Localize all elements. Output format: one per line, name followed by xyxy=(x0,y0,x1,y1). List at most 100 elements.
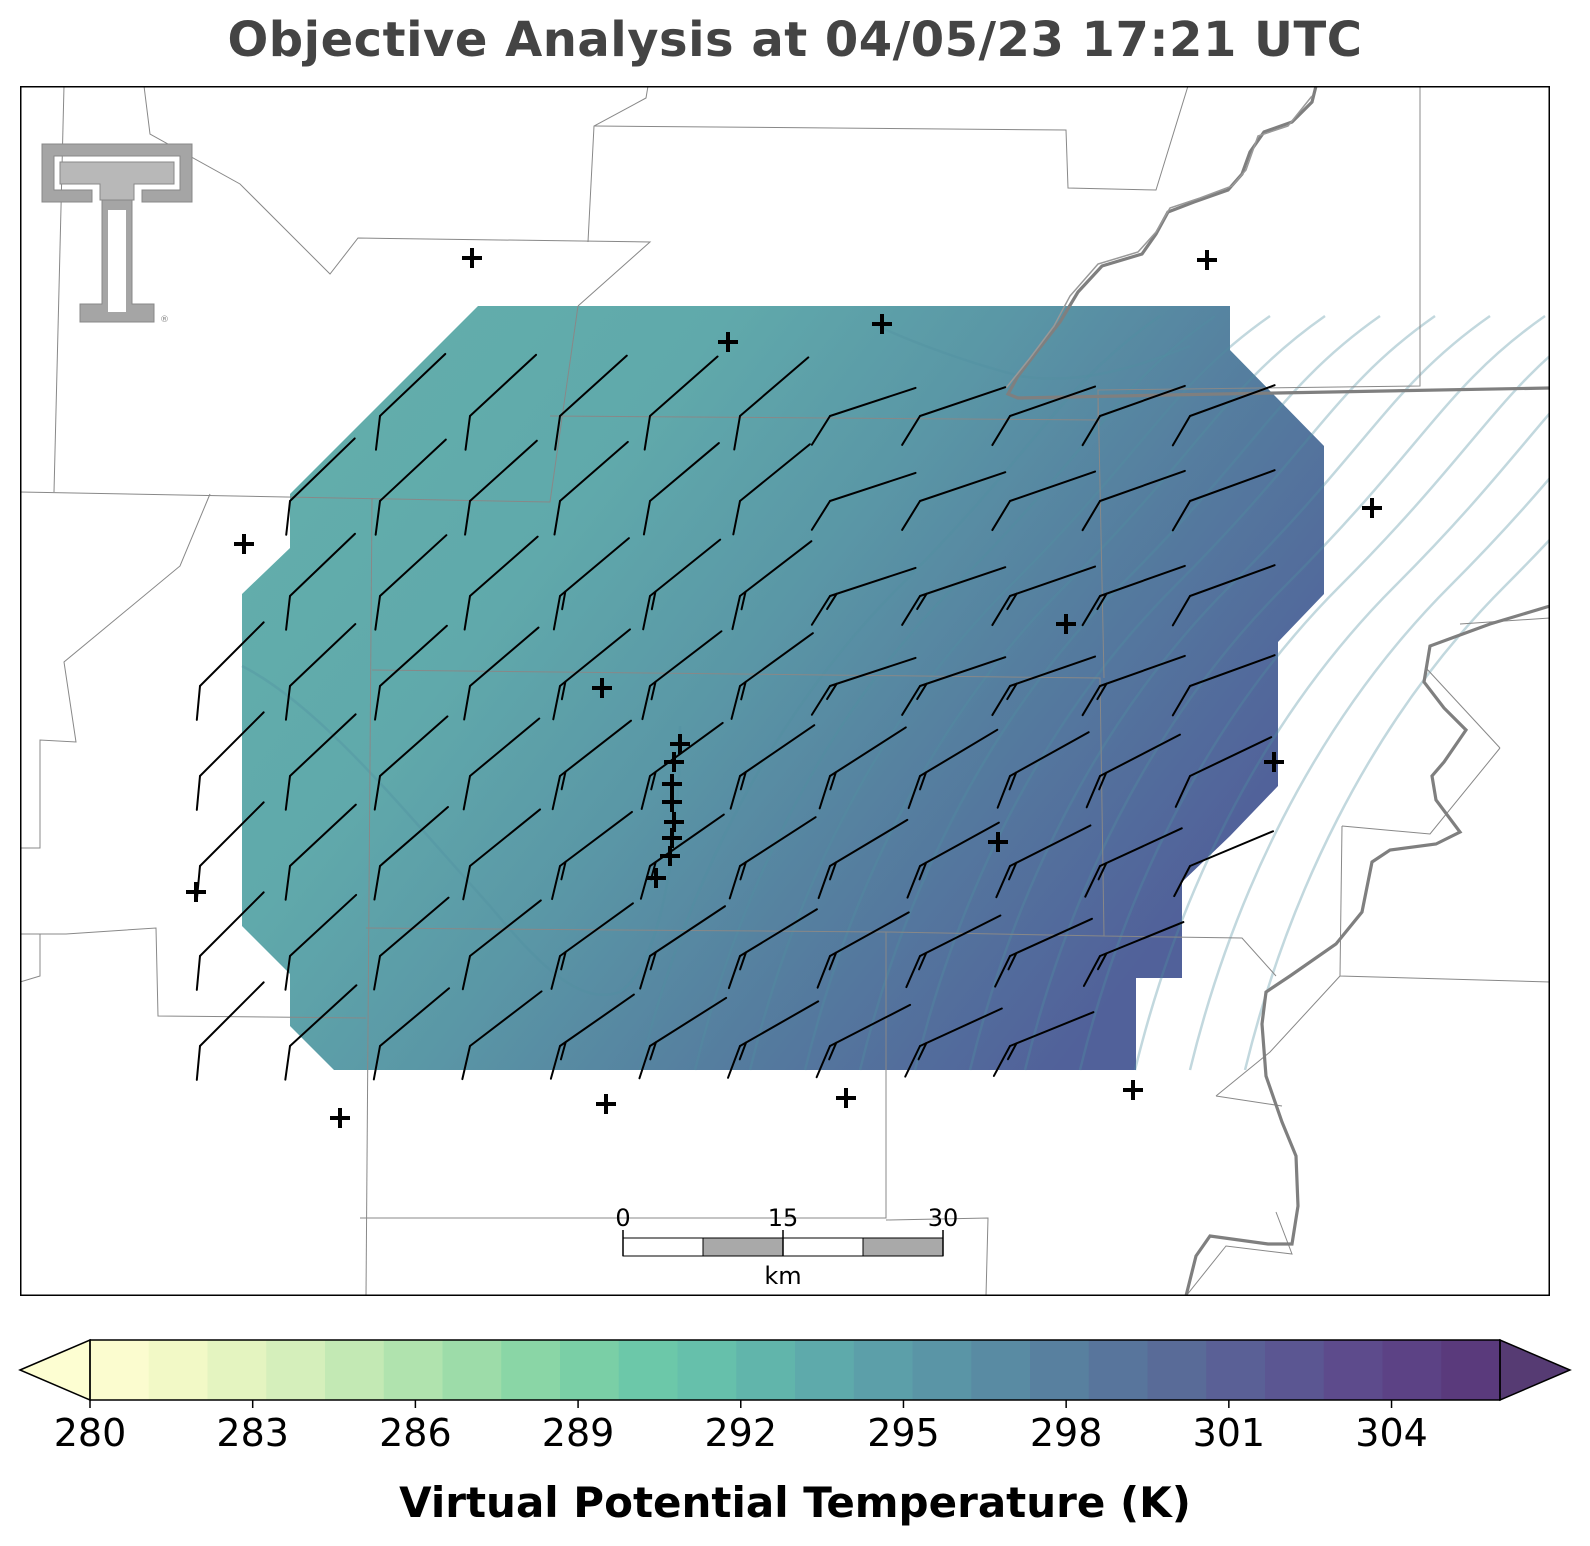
colorbar-cells xyxy=(90,1340,1501,1400)
scale-tick-0: 0 xyxy=(615,1204,630,1232)
wind-barb xyxy=(639,905,726,990)
station-marker xyxy=(234,534,254,554)
wind-barb xyxy=(1085,733,1181,809)
colorbar-tick-label: 280 xyxy=(54,1411,127,1455)
colorbar-cell xyxy=(853,1340,914,1400)
wind-barb xyxy=(818,726,907,810)
wind-barb xyxy=(374,534,448,631)
wind-barb xyxy=(638,996,728,1080)
isotherm-contour xyxy=(1243,537,1550,1071)
wind-barb xyxy=(374,624,448,721)
colorbar-cell xyxy=(148,1340,209,1400)
isotherm-contour xyxy=(877,324,1191,380)
wind-barb xyxy=(462,808,542,901)
wind-barb xyxy=(901,471,1007,531)
station-marker xyxy=(462,248,482,268)
colorbar-cell xyxy=(442,1340,502,1400)
wind-barb xyxy=(810,386,917,446)
wind-barb xyxy=(810,566,917,626)
wind-barb xyxy=(728,816,817,900)
colorbar-cell xyxy=(501,1340,561,1400)
wind-barb xyxy=(463,535,539,631)
colorbar-cell xyxy=(266,1340,326,1400)
station-marker xyxy=(1362,498,1382,518)
wind-barb xyxy=(991,655,1097,717)
wind-barb xyxy=(901,566,1007,626)
colorbar-over-triangle xyxy=(1499,1338,1572,1402)
wind-barb xyxy=(195,621,265,721)
wind-barb xyxy=(991,385,1097,447)
station-marker xyxy=(718,332,738,352)
wind-barb xyxy=(284,893,358,991)
wind-barb xyxy=(1082,921,1185,987)
station-marker xyxy=(662,828,682,848)
wind-barb xyxy=(1171,469,1276,532)
station-marker xyxy=(330,1108,350,1128)
station-marker xyxy=(646,868,666,888)
colorbar-cell xyxy=(1323,1340,1384,1400)
scale-unit: km xyxy=(764,1262,801,1290)
colorbar-cell xyxy=(618,1340,679,1400)
wind-barb xyxy=(195,711,265,811)
colorbar-cell xyxy=(325,1340,385,1400)
colorbar-outline xyxy=(89,1339,1501,1401)
wind-barb xyxy=(1081,384,1186,447)
colorbar-label: Virtual Potential Temperature (K) xyxy=(399,1478,1191,1527)
colorbar-cell xyxy=(736,1340,796,1400)
wind-barb xyxy=(643,355,719,451)
wind-barb xyxy=(284,713,357,811)
station-marker xyxy=(596,1094,616,1114)
wind-barb xyxy=(907,728,999,810)
wind-barb xyxy=(554,354,628,451)
wind-barb xyxy=(1171,654,1276,717)
wind-barb xyxy=(373,896,450,991)
colorbar-tick-label: 286 xyxy=(379,1411,452,1455)
wind-barb xyxy=(1173,830,1275,898)
colorbar-cell xyxy=(1206,1340,1266,1400)
scale-bar: 0 15 30 km xyxy=(615,1204,958,1290)
wind-barb xyxy=(905,914,1002,989)
isotherm-contour xyxy=(803,314,1326,1071)
wind-barb xyxy=(901,386,1007,446)
wind-barb xyxy=(461,990,543,1081)
colorbar-tick-label: 301 xyxy=(1193,1411,1266,1455)
isotherm-contour xyxy=(638,314,1161,1071)
station-marker xyxy=(662,792,682,812)
station-marker xyxy=(836,1088,856,1108)
wind-barb xyxy=(816,911,910,989)
wind-barb xyxy=(285,532,357,631)
station-marker xyxy=(592,678,612,698)
wind-barb xyxy=(551,810,633,901)
state-boundary-thin xyxy=(1005,95,1313,389)
wind-barb xyxy=(552,628,631,721)
svg-text:®: ® xyxy=(160,315,169,325)
wind-barb xyxy=(374,352,447,451)
wind-barb xyxy=(642,442,720,536)
wind-barb xyxy=(1084,827,1183,898)
colorbar-cell xyxy=(1030,1340,1090,1400)
station-marker xyxy=(660,846,680,866)
analysis-field-fill xyxy=(242,306,1324,1070)
colorbar-tick-label: 292 xyxy=(705,1411,778,1455)
wind-barb xyxy=(732,443,811,536)
wind-barb xyxy=(906,821,1000,899)
wind-barb xyxy=(552,537,630,631)
wind-barb xyxy=(995,824,1092,899)
wind-barb xyxy=(810,656,917,716)
wind-barb xyxy=(815,1003,912,1079)
station-markers xyxy=(186,248,1382,1128)
wind-barb xyxy=(1081,654,1186,717)
isotherm-contours xyxy=(241,314,1550,1071)
scale-tick-15: 15 xyxy=(768,1204,799,1232)
wind-barb xyxy=(462,717,541,811)
colorbar-cell xyxy=(207,1340,267,1400)
station-marker xyxy=(872,314,892,334)
county-boundaries xyxy=(20,86,1550,1296)
wind-barb xyxy=(372,987,451,1081)
wind-barb xyxy=(1171,564,1276,627)
wind-barb xyxy=(195,891,265,991)
colorbar-cell xyxy=(795,1340,855,1400)
wind-barb xyxy=(641,630,723,721)
wind-barb xyxy=(642,538,722,631)
colorbar-tick-label: 298 xyxy=(1030,1411,1103,1455)
